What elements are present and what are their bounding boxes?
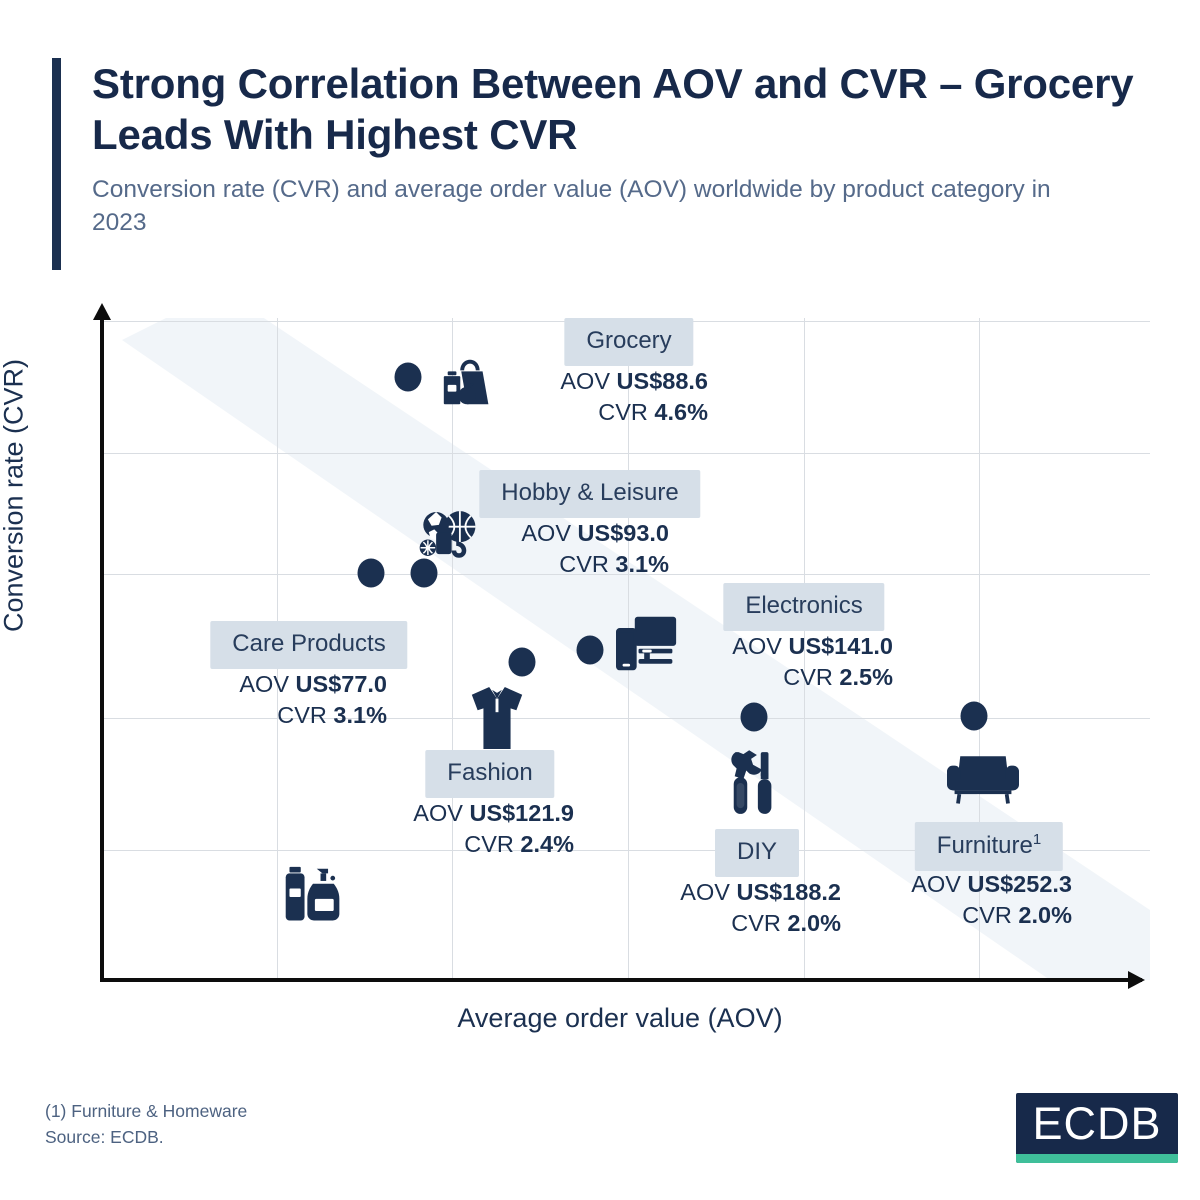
category-label-text: Care Products [232, 630, 386, 657]
armchair-icon [947, 750, 1019, 806]
x-axis-line [100, 978, 1142, 982]
cvr-text: CVR 2.0% [962, 902, 1072, 929]
category-label-furniture[interactable]: Furniture1 [914, 822, 1064, 871]
polo-shirt-icon [466, 685, 528, 751]
data-point-grocery[interactable] [394, 362, 422, 392]
values-diy: AOV US$188.2 CVR 2.0% [680, 877, 841, 940]
tools-icon [726, 750, 782, 818]
gridline-h [104, 453, 1150, 454]
accent-bar [52, 58, 61, 270]
category-label-care-products[interactable]: Care Products [210, 621, 408, 669]
x-axis-label: Average order value (AOV) [457, 1003, 783, 1033]
cvr-text: CVR 2.4% [464, 831, 574, 858]
aov-text: AOV US$88.6 [560, 368, 708, 394]
gridline-h [104, 850, 1150, 851]
x-axis-arrow-icon [1128, 971, 1145, 989]
values-fashion: AOV US$121.9 CVR 2.4% [413, 798, 574, 861]
category-label-text: Grocery [586, 327, 672, 354]
values-electronics: AOV US$141.0 CVR 2.5% [732, 631, 893, 694]
data-point-fashion[interactable] [508, 647, 536, 677]
source-line: Source: ECDB. [45, 1127, 164, 1148]
grocery-bag-icon [438, 350, 500, 412]
aov-text: AOV US$141.0 [732, 633, 893, 659]
category-label-text: Fashion [447, 759, 533, 786]
aov-text: AOV US$252.3 [911, 871, 1072, 897]
cosmetic-bottles-icon [281, 866, 345, 926]
cvr-text: CVR 3.1% [559, 551, 669, 578]
category-label-grocery[interactable]: Grocery [564, 318, 694, 366]
header: Strong Correlation Between AOV and CVR –… [52, 58, 1152, 270]
page-title: Strong Correlation Between AOV and CVR –… [92, 60, 1134, 159]
category-label-text: Furniture [936, 832, 1033, 859]
page-subtitle: Conversion rate (CVR) and average order … [92, 176, 1051, 237]
cvr-text: CVR 2.0% [731, 910, 841, 937]
sports-balls-icon [416, 506, 480, 562]
ecdb-logo: ECDB [1016, 1093, 1178, 1163]
gridline-v [804, 318, 805, 980]
y-axis-line [100, 316, 104, 982]
aov-text: AOV US$121.9 [413, 800, 574, 826]
cvr-text: CVR 4.6% [598, 399, 708, 426]
category-label-text: Electronics [745, 592, 863, 619]
category-label-fashion[interactable]: Fashion [425, 750, 555, 798]
category-label-hobby-leisure[interactable]: Hobby & Leisure [479, 470, 701, 518]
data-point-electronics[interactable] [576, 635, 604, 665]
values-grocery: AOV US$88.6 CVR 4.6% [560, 366, 708, 429]
footnote-line-1: (1) Furniture & Homeware [45, 1101, 248, 1121]
ecdb-logo-text: ECDB [1032, 1098, 1162, 1149]
aov-text: AOV US$93.0 [521, 520, 669, 546]
ecdb-logo-accent-bar [1016, 1154, 1178, 1163]
category-label-text: DIY [736, 838, 778, 865]
footnote: (1) Furniture & Homeware Source: ECDB. [45, 1098, 247, 1151]
data-point-hobby-leisure[interactable] [410, 558, 438, 588]
data-point-care-products[interactable] [357, 558, 385, 588]
gridline-h [104, 574, 1150, 575]
category-label-text: Hobby & Leisure [501, 479, 679, 506]
category-label-electronics[interactable]: Electronics [723, 583, 885, 631]
gridline-h [104, 718, 1150, 719]
gridline-v [452, 318, 453, 980]
values-hobby-leisure: AOV US$93.0 CVR 3.1% [521, 518, 669, 581]
cvr-text: CVR 2.5% [783, 664, 893, 691]
header-text: Strong Correlation Between AOV and CVR –… [92, 58, 1152, 240]
cvr-text: CVR 3.1% [277, 702, 387, 729]
y-axis-label: Conversion rate (CVR) [0, 358, 29, 633]
category-label-diy[interactable]: DIY [714, 829, 800, 877]
data-point-diy[interactable] [740, 702, 768, 732]
values-care-products: AOV US$77.0 CVR 3.1% [239, 669, 387, 732]
aov-text: AOV US$188.2 [680, 879, 841, 905]
data-point-furniture[interactable] [960, 701, 988, 731]
plot-area: Grocery Hobby & Leisure Care Products El… [104, 318, 1150, 980]
values-furniture: AOV US$252.3 CVR 2.0% [911, 869, 1072, 932]
y-axis-arrow-icon [93, 303, 111, 320]
monitor-phone-icon [616, 614, 678, 674]
footnote-marker: 1 [1032, 831, 1042, 848]
aov-text: AOV US$77.0 [239, 671, 387, 697]
gridline-v [979, 318, 980, 980]
